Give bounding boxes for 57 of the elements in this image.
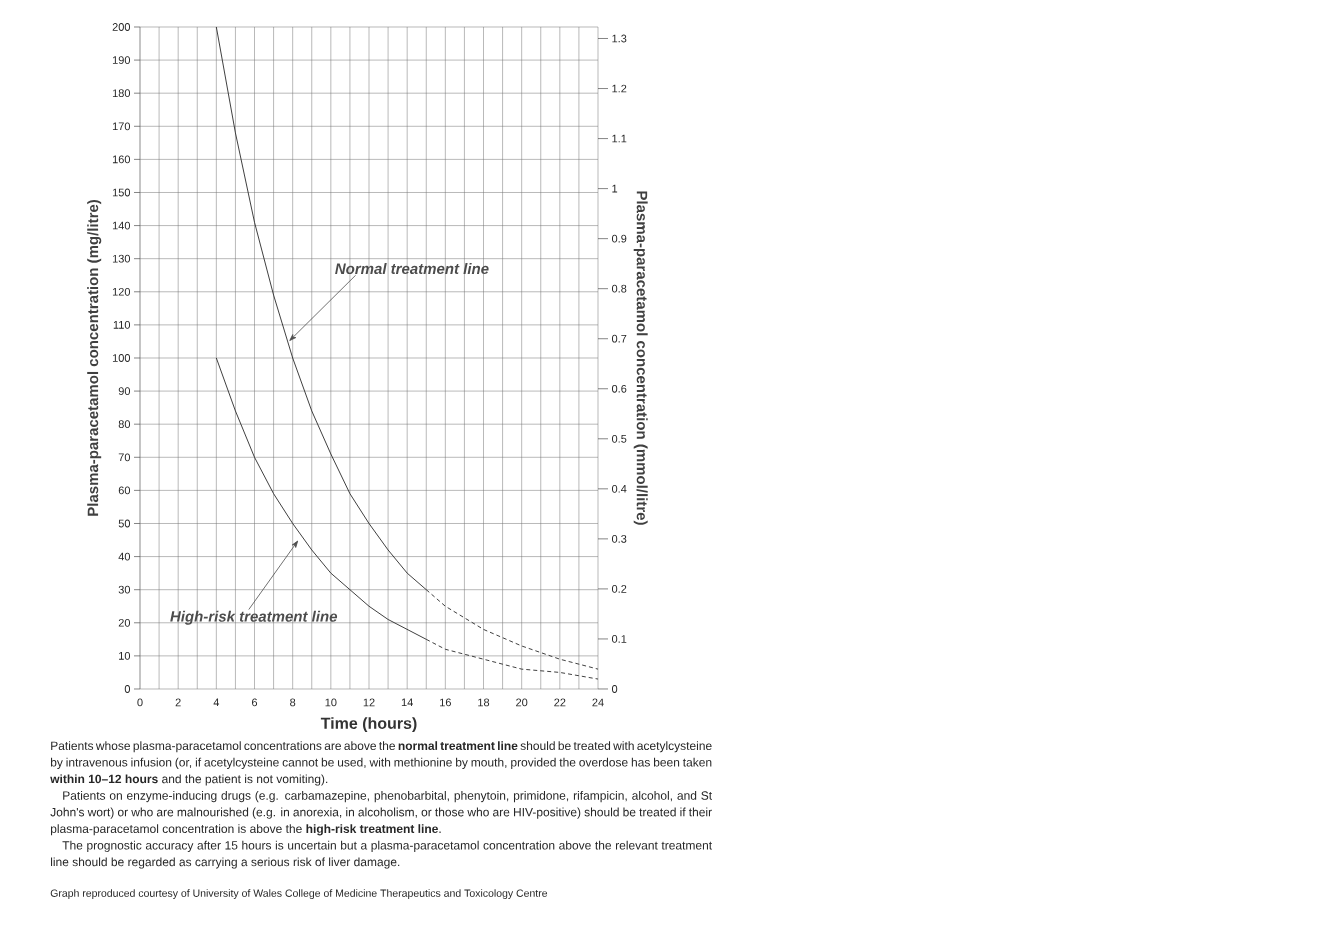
y2-tick-label: 0.5: [611, 434, 627, 443]
y2-tick-label: 1.3: [612, 34, 627, 43]
text: The prognostic accuracy after 15 hours is uncertain but a plasma-paracetamol concentration above the relevant treatment line should be regarded as carrying a serious risk of liver damage.: [51, 840, 713, 869]
y2-tick-label: 0.3: [611, 534, 627, 543]
y-tick-label: 120: [112, 287, 131, 296]
x-tick-label: 16: [440, 698, 451, 707]
x-tick-label: 24: [592, 698, 604, 707]
y-tick-label: 30: [118, 585, 131, 594]
y-tick-label: 130: [112, 254, 131, 263]
y-tick-label: 200: [112, 23, 131, 31]
x-tick-label: 18: [478, 698, 490, 707]
y2-tick-label: 0.1: [611, 635, 627, 643]
y2-tick-label: 0.4: [611, 484, 627, 493]
text: Patients on enzyme-inducing drugs (e.g. carbamazepine, phenobarbital, phenytoin, primidone, rifampicin, alcohol, and St John's wort) or who are malnourished (e.g. in anorexia, in alcoholism, or those who are HIV-positive) should be treated if their plasma-paracetamol concentration is above the high-risk treatment line.: [50, 790, 713, 836]
y-tick-label: 70: [118, 453, 131, 462]
y-tick-label: 180: [112, 89, 131, 98]
y2-tick-label: 0.9: [611, 234, 627, 243]
y-tick-label: 100: [112, 354, 131, 362]
y-tick-label: 40: [118, 552, 131, 561]
y2-tick-label: 0.2: [611, 585, 627, 593]
x-tick-label: 22: [554, 698, 566, 707]
text: Patients whose plasma-paracetamol concentrations are above the normal treatment line should be treated with acetylcysteine by intravenous infusion (or, if acetylcysteine cannot be used, with methionine by mouth, provided the overdose has been taken within 10–12 hours and the patient is not vomiting).: [50, 741, 712, 786]
y2-tick-label: 0.7: [611, 334, 627, 343]
y-tick-label: 60: [118, 486, 131, 495]
y-tick-label: 160: [112, 155, 131, 164]
x-axis-title: Time (hours): [320, 717, 417, 733]
x-tick-label: 4: [213, 698, 220, 707]
x-tick-label: 10: [325, 698, 337, 707]
text: Graph reproduced courtesy of University of Wales College of Medicine Therapeutics and Toxicology Centre: [50, 889, 548, 899]
y-tick-label: 20: [118, 618, 131, 627]
y2-axis-title: Plasma-paracetamol concentration (mmol/litre): [633, 191, 648, 525]
y-tick-label: 170: [112, 122, 131, 131]
y2-tick-label: 0: [611, 685, 618, 693]
y2-tick-label: 1.1: [612, 134, 627, 143]
x-tick-label: 20: [516, 698, 528, 707]
x-tick-label: 2: [175, 698, 181, 707]
y2-tick-label: 0.8: [611, 284, 627, 293]
y2-tick-label: 1: [612, 184, 618, 193]
y-tick-label: 90: [118, 387, 131, 395]
x-tick-label: 8: [290, 698, 296, 707]
y-tick-label: 10: [119, 652, 131, 660]
y2-tick-label: 1.2: [612, 84, 627, 93]
y-tick-label: 140: [112, 221, 131, 230]
y-tick-label: 110: [113, 321, 131, 329]
y-tick-label: 50: [118, 519, 131, 528]
y-tick-label: 190: [112, 56, 131, 64]
annotation: Normal treatment line: [335, 263, 489, 275]
x-tick-label: 12: [363, 698, 375, 707]
y-axis-title: Plasma-paracetamol concentration (mg/litre): [87, 199, 102, 516]
y2-tick-label: 0.6: [611, 384, 627, 393]
y-tick-label: 0: [124, 685, 131, 693]
annotation: High-risk treatment line: [170, 610, 338, 625]
x-tick-label: 6: [252, 698, 258, 707]
x-tick-label: 14: [401, 698, 413, 707]
y-tick-label: 80: [118, 420, 131, 429]
x-tick-label: 0: [137, 698, 143, 707]
y-tick-label: 150: [112, 188, 131, 197]
